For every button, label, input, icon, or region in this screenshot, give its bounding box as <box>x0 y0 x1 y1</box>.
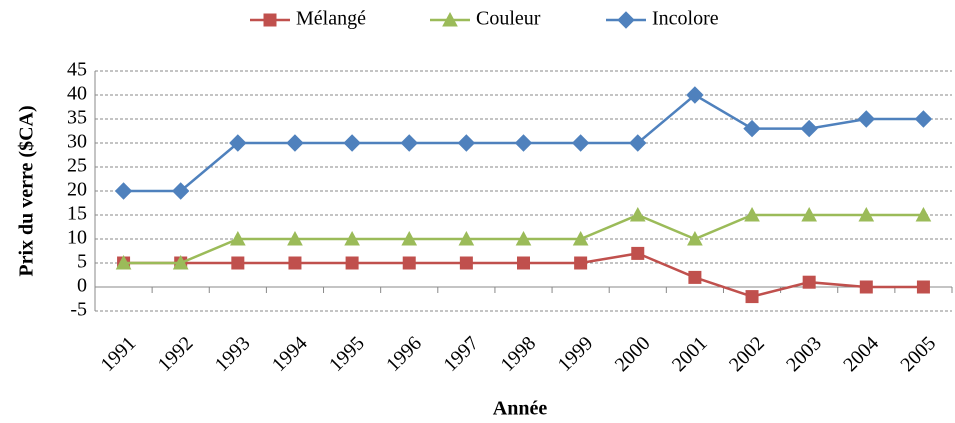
point <box>402 256 416 270</box>
y-tick-label: -5 <box>70 299 87 321</box>
point <box>114 182 133 200</box>
point <box>115 254 132 270</box>
y-tick-label: 25 <box>67 155 87 177</box>
point <box>172 254 189 270</box>
y-axis-title: Prix du verre ($CA) <box>16 105 38 276</box>
point <box>401 230 418 246</box>
y-tick-label: 5 <box>77 251 87 273</box>
point <box>457 134 476 152</box>
y-tick-label: 0 <box>77 275 87 297</box>
point <box>686 86 704 104</box>
point <box>801 206 818 222</box>
x-tick-label: 1993 <box>211 332 255 376</box>
y-tick-label: 10 <box>67 227 87 249</box>
x-tick-label: 1998 <box>496 332 540 376</box>
x-tick-label: 1992 <box>154 332 198 376</box>
point <box>916 280 930 294</box>
point <box>914 110 933 128</box>
x-tick-label: 1994 <box>268 332 312 376</box>
x-tick-label: 1997 <box>439 332 483 376</box>
point <box>400 134 418 152</box>
point <box>343 134 361 152</box>
point <box>688 270 702 284</box>
x-tick-label: 1996 <box>382 332 426 376</box>
point <box>800 119 818 138</box>
point <box>231 256 245 270</box>
point <box>229 230 246 246</box>
point <box>288 256 302 270</box>
point <box>858 206 875 222</box>
point <box>802 275 816 289</box>
y-tick-label: 40 <box>67 83 87 105</box>
point <box>857 110 876 128</box>
point <box>515 230 532 246</box>
legend-label: Mélangé <box>296 8 366 30</box>
point <box>687 230 703 246</box>
x-tick-label: 1995 <box>325 332 369 376</box>
y-tick-label: 20 <box>67 179 87 201</box>
point <box>574 256 588 270</box>
point <box>286 134 304 152</box>
x-tick-label: 2002 <box>725 332 769 376</box>
point <box>571 134 590 152</box>
legend-marker <box>617 11 635 29</box>
point <box>345 256 359 270</box>
legend-label: Couleur <box>476 8 541 30</box>
x-tick-label: 2001 <box>668 332 712 376</box>
point <box>572 230 589 246</box>
point <box>745 290 759 304</box>
x-tick-label: 1991 <box>97 332 141 376</box>
point <box>915 206 932 222</box>
point <box>859 280 873 294</box>
point <box>514 134 533 152</box>
x-tick-label: 1999 <box>554 332 598 376</box>
y-tick-label: 35 <box>67 107 87 129</box>
x-axis-title: Année <box>493 398 548 420</box>
point <box>743 119 761 138</box>
point <box>459 256 473 270</box>
point <box>629 134 647 152</box>
x-tick-label: 2004 <box>839 332 883 376</box>
point <box>287 230 303 246</box>
x-tick-label: 2000 <box>611 332 655 376</box>
y-tick-label: 45 <box>67 59 87 81</box>
point <box>344 230 360 246</box>
point <box>631 246 645 260</box>
legend-marker <box>442 11 458 27</box>
x-tick-label: 2003 <box>782 332 826 376</box>
point <box>744 206 760 222</box>
point <box>458 230 475 246</box>
y-tick-label: 30 <box>67 131 87 153</box>
legend-marker <box>263 13 277 27</box>
point <box>171 182 190 200</box>
x-tick-label: 2005 <box>896 332 940 376</box>
point <box>629 206 646 222</box>
point <box>517 256 530 270</box>
legend-label: Incolore <box>652 8 719 30</box>
y-tick-label: 15 <box>67 203 87 225</box>
point <box>229 134 247 152</box>
